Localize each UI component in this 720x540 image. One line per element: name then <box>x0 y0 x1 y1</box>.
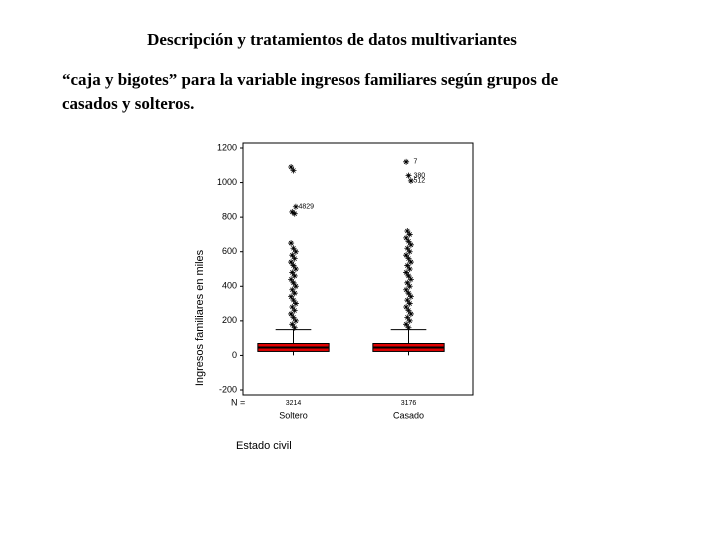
y-tick-label: 0 <box>232 350 237 360</box>
outlier <box>403 321 410 328</box>
outlier <box>289 321 296 328</box>
slide-title: Descripción y tratamientos de datos mult… <box>147 30 517 49</box>
outlier <box>290 279 297 286</box>
subtitle: “caja y bigotes” para la variable ingres… <box>62 70 559 89</box>
outlier <box>405 255 412 262</box>
outlier <box>288 240 295 247</box>
subtitle: casados y solteros. <box>62 94 195 113</box>
outlier <box>407 293 414 300</box>
outlier-label: 4829 <box>299 204 315 211</box>
outlier <box>291 324 298 331</box>
outlier <box>406 231 413 238</box>
outlier-label: 7 <box>414 159 418 166</box>
outlier <box>288 276 295 283</box>
outlier <box>292 203 299 210</box>
outlier <box>407 177 414 184</box>
outlier <box>290 297 297 304</box>
y-tick-label: 400 <box>222 281 237 291</box>
outlier <box>407 241 414 248</box>
x-tick-label: Soltero <box>279 410 308 420</box>
outlier <box>406 248 413 255</box>
outlier <box>290 262 297 269</box>
outlier <box>406 317 413 324</box>
outlier <box>403 269 410 276</box>
y-tick-label: 1200 <box>217 142 237 152</box>
outlier-label: 512 <box>414 178 426 185</box>
plot-frame <box>242 142 474 396</box>
outlier <box>405 324 412 331</box>
outlier <box>404 314 411 321</box>
n-value: 3214 <box>286 400 302 407</box>
outlier <box>292 317 299 324</box>
y-tick-label: 800 <box>222 212 237 222</box>
outlier <box>292 283 299 290</box>
outlier <box>405 307 412 314</box>
outlier <box>288 164 295 171</box>
n-label: N = <box>231 397 245 407</box>
n-value: 3176 <box>401 400 417 407</box>
outlier <box>290 167 297 174</box>
outlier <box>405 290 412 297</box>
outlier <box>407 259 414 266</box>
y-axis-label: Ingresos familiares en miles <box>194 249 206 386</box>
outlier <box>290 314 297 321</box>
outlier <box>404 279 411 286</box>
outlier <box>405 172 412 179</box>
outlier <box>403 252 410 259</box>
outlier <box>404 297 411 304</box>
outlier <box>291 272 298 279</box>
outlier <box>406 300 413 307</box>
y-tick-label: 200 <box>222 315 237 325</box>
outlier <box>291 255 298 262</box>
outlier <box>289 304 296 311</box>
y-tick-label: -200 <box>219 384 237 394</box>
outlier <box>403 304 410 311</box>
outlier <box>288 259 295 266</box>
outlier <box>407 276 414 283</box>
outlier <box>404 245 411 252</box>
outlier <box>405 272 412 279</box>
outlier <box>288 293 295 300</box>
outlier <box>406 266 413 272</box>
x-tick-label: Casado <box>393 410 424 420</box>
outlier <box>407 310 414 317</box>
x-axis-label: Estado civil <box>236 440 292 452</box>
outlier <box>292 266 299 272</box>
outlier <box>292 300 299 307</box>
outlier <box>289 252 296 259</box>
outlier <box>404 262 411 269</box>
outlier <box>292 248 299 255</box>
outlier <box>404 227 411 234</box>
outlier <box>291 307 298 314</box>
outlier <box>288 310 295 317</box>
outlier <box>403 286 410 293</box>
outlier <box>291 290 298 297</box>
y-tick-label: 600 <box>222 246 237 256</box>
outlier <box>289 286 296 293</box>
outlier <box>403 234 410 241</box>
outlier <box>290 245 297 252</box>
outlier-label: 380 <box>414 173 426 180</box>
outlier <box>289 269 296 276</box>
outlier <box>291 210 298 217</box>
outlier <box>406 283 413 290</box>
y-tick-label: 1000 <box>217 177 237 187</box>
outlier <box>289 208 296 215</box>
outlier <box>403 158 410 165</box>
outlier <box>405 238 412 245</box>
